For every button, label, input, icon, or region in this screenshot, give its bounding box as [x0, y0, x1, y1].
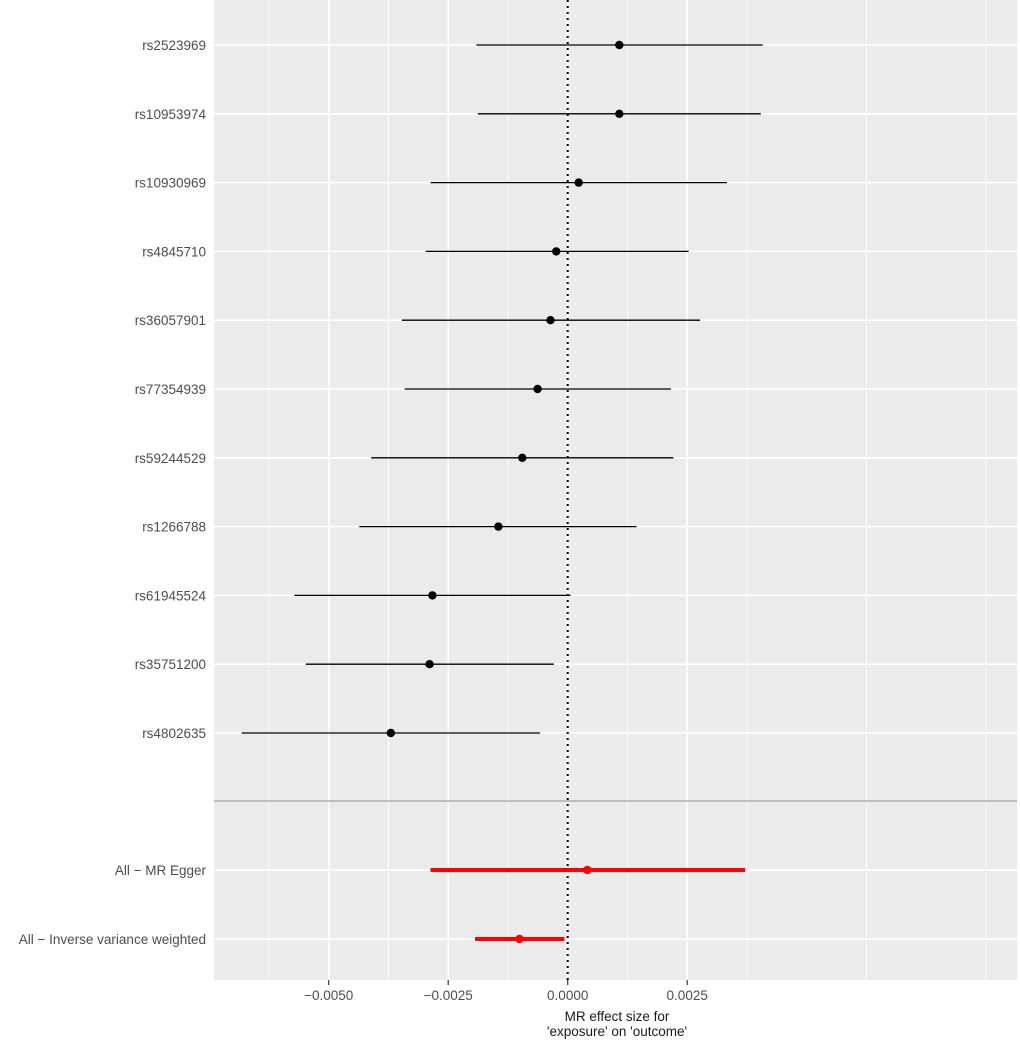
x-tick-label: −0.0050 — [304, 988, 353, 1003]
summary-label: All − Inverse variance weighted — [19, 932, 206, 947]
summary-point — [583, 865, 592, 875]
x-tick-label: 0.0000 — [547, 988, 588, 1003]
x-axis-title-line-2: 'exposure' on 'outcome' — [547, 1024, 687, 1039]
snp-point — [425, 660, 434, 669]
point-estimates — [386, 40, 624, 944]
snp-label: rs1266788 — [142, 520, 206, 535]
snp-point — [533, 384, 542, 394]
snp-label: rs61945524 — [135, 588, 207, 603]
x-tick-label: −0.0025 — [424, 988, 473, 1003]
snp-label: rs59244529 — [135, 451, 206, 466]
snp-point — [428, 591, 437, 600]
x-tick-label: 0.0025 — [667, 988, 708, 1003]
snp-label: rs10930969 — [135, 176, 206, 191]
snp-label: rs36057901 — [135, 313, 206, 328]
snp-label: rs4802635 — [142, 726, 206, 741]
plot-panel — [214, 0, 1017, 980]
y-axis-labels: rs2523969 rs10953974 rs10930969 rs4845710 rs… — [19, 38, 207, 947]
snp-label: rs77354939 — [135, 382, 206, 397]
snp-point — [552, 247, 561, 256]
snp-point — [615, 40, 624, 50]
snp-label: rs10953974 — [135, 107, 207, 122]
snp-point — [546, 316, 555, 325]
snp-point — [494, 522, 503, 531]
snp-point — [386, 728, 396, 738]
snp-point — [574, 178, 583, 187]
x-axis-title-line-1: MR effect size for — [565, 1009, 670, 1024]
snp-label: rs2523969 — [142, 38, 206, 53]
snp-point — [615, 109, 624, 119]
summary-point — [515, 934, 524, 944]
minor-gridlines — [268, 0, 987, 980]
summary-label: All − MR Egger — [115, 863, 207, 878]
snp-label: rs35751200 — [135, 657, 206, 672]
snp-label: rs4845710 — [142, 244, 206, 259]
snp-point — [518, 453, 527, 462]
x-axis-labels: −0.0050 −0.0025 0.0000 0.0025 — [304, 980, 708, 1003]
